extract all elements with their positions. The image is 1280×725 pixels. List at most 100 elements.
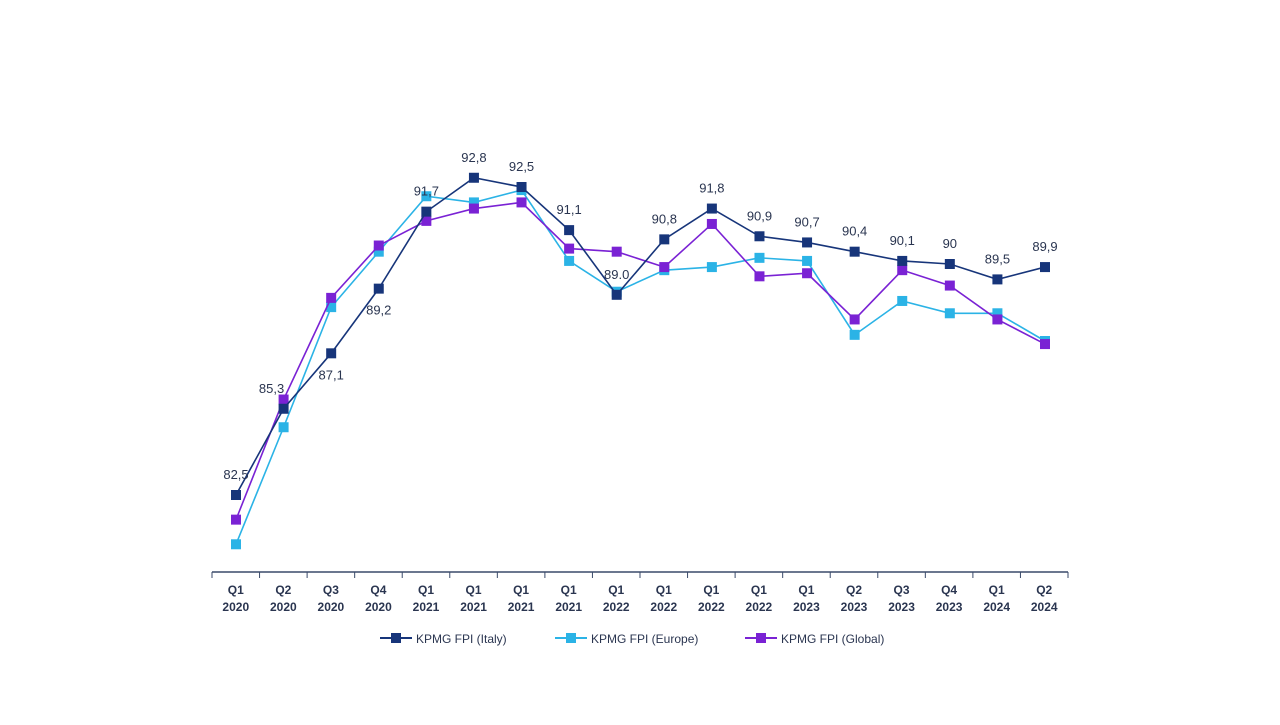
data-point bbox=[849, 329, 860, 340]
data-point bbox=[706, 203, 717, 214]
data-point bbox=[373, 283, 384, 294]
data-point bbox=[659, 234, 670, 245]
data-point bbox=[849, 246, 860, 257]
data-point bbox=[754, 271, 765, 282]
data-label: 87,1 bbox=[319, 367, 344, 382]
legend-marker bbox=[391, 633, 401, 643]
data-point bbox=[992, 274, 1003, 285]
data-point bbox=[897, 255, 908, 266]
data-label: 91,7 bbox=[414, 184, 439, 199]
data-point bbox=[326, 302, 337, 313]
x-tick-label: 2022 bbox=[746, 600, 773, 614]
x-tick-label: 2022 bbox=[698, 600, 725, 614]
data-label: 91,1 bbox=[556, 202, 581, 217]
x-tick-label: Q1 bbox=[656, 583, 672, 597]
data-point bbox=[421, 215, 432, 226]
data-point bbox=[516, 182, 527, 192]
legend-marker bbox=[756, 633, 766, 643]
data-point bbox=[468, 172, 479, 183]
x-tick-label: 2024 bbox=[983, 600, 1010, 614]
data-point bbox=[278, 403, 289, 414]
data-point bbox=[468, 203, 479, 214]
x-tick-label: Q1 bbox=[798, 583, 814, 597]
data-label: 92,5 bbox=[509, 159, 534, 174]
x-tick-label: 2021 bbox=[413, 600, 440, 614]
series-line bbox=[235, 189, 1046, 545]
x-tick-label: Q2 bbox=[275, 583, 291, 597]
data-label: 90,7 bbox=[794, 214, 819, 229]
data-point bbox=[611, 289, 622, 300]
data-label: 85,3 bbox=[259, 381, 284, 396]
data-label: 89.0 bbox=[604, 267, 629, 282]
data-point bbox=[802, 255, 813, 266]
data-point bbox=[231, 514, 241, 525]
data-label: 90,9 bbox=[747, 208, 772, 223]
x-tick-label: Q2 bbox=[1036, 583, 1052, 597]
x-tick-label: 2024 bbox=[1031, 600, 1058, 614]
x-tick-label: Q4 bbox=[370, 583, 386, 597]
legend-label: KPMG FPI (Global) bbox=[781, 632, 884, 646]
data-point bbox=[516, 197, 527, 208]
data-label: 82,5 bbox=[223, 467, 248, 482]
x-tick-label: 2023 bbox=[793, 600, 820, 614]
data-point bbox=[231, 490, 241, 500]
x-tick-label: 2020 bbox=[318, 600, 345, 614]
legend-label: KPMG FPI (Europe) bbox=[591, 632, 698, 646]
data-point bbox=[373, 240, 384, 251]
data-point bbox=[992, 308, 1003, 319]
x-tick-label: 2020 bbox=[270, 600, 297, 614]
data-label: 90 bbox=[943, 236, 957, 251]
data-point bbox=[849, 314, 860, 325]
x-tick-label: 2021 bbox=[460, 600, 487, 614]
x-tick-label: 2022 bbox=[603, 600, 630, 614]
x-tick-label: 2022 bbox=[650, 600, 677, 614]
data-point bbox=[326, 348, 337, 359]
series-kpmg-fpi-europe- bbox=[231, 185, 1050, 550]
x-tick-label: Q1 bbox=[561, 583, 577, 597]
data-point bbox=[326, 292, 337, 303]
series-kpmg-fpi-italy- bbox=[231, 172, 1050, 500]
x-tick-label: Q1 bbox=[228, 583, 244, 597]
x-tick-label: Q1 bbox=[751, 583, 767, 597]
data-label: 89,2 bbox=[366, 303, 391, 318]
data-point bbox=[802, 237, 813, 248]
x-tick-label: Q1 bbox=[989, 583, 1005, 597]
x-tick-label: 2023 bbox=[888, 600, 915, 614]
data-point bbox=[659, 262, 670, 273]
data-label: 89,9 bbox=[1032, 239, 1057, 254]
data-point bbox=[1040, 339, 1050, 350]
data-point bbox=[468, 197, 479, 208]
data-point bbox=[706, 218, 717, 229]
series-line bbox=[235, 201, 1046, 520]
data-point bbox=[897, 295, 908, 306]
data-label: 92,8 bbox=[461, 150, 486, 165]
series-line bbox=[235, 176, 1046, 496]
x-tick-label: 2020 bbox=[222, 600, 249, 614]
x-tick-label: Q1 bbox=[418, 583, 434, 597]
x-tick-label: 2021 bbox=[508, 600, 535, 614]
data-point bbox=[706, 262, 717, 273]
series-kpmg-fpi-global- bbox=[231, 197, 1050, 525]
data-point bbox=[564, 225, 575, 236]
legend-item: KPMG FPI (Italy) bbox=[380, 632, 507, 646]
data-label: 91,8 bbox=[699, 181, 724, 196]
data-label: 90,1 bbox=[890, 233, 915, 248]
data-point bbox=[231, 539, 241, 550]
data-point bbox=[897, 265, 908, 276]
data-point bbox=[278, 422, 289, 433]
x-tick-label: Q4 bbox=[941, 583, 957, 597]
data-point bbox=[754, 231, 765, 242]
data-point bbox=[754, 252, 765, 263]
data-label: 89,5 bbox=[985, 251, 1010, 266]
x-tick-label: 2023 bbox=[936, 600, 963, 614]
x-tick-label: 2021 bbox=[555, 600, 582, 614]
data-point bbox=[1040, 262, 1050, 273]
x-tick-label: Q1 bbox=[513, 583, 529, 597]
data-point bbox=[564, 243, 575, 254]
x-tick-label: Q3 bbox=[894, 583, 910, 597]
legend-item: KPMG FPI (Global) bbox=[745, 632, 884, 646]
legend-item: KPMG FPI (Europe) bbox=[555, 632, 698, 646]
legend-label: KPMG FPI (Italy) bbox=[416, 632, 507, 646]
data-point bbox=[944, 308, 955, 319]
